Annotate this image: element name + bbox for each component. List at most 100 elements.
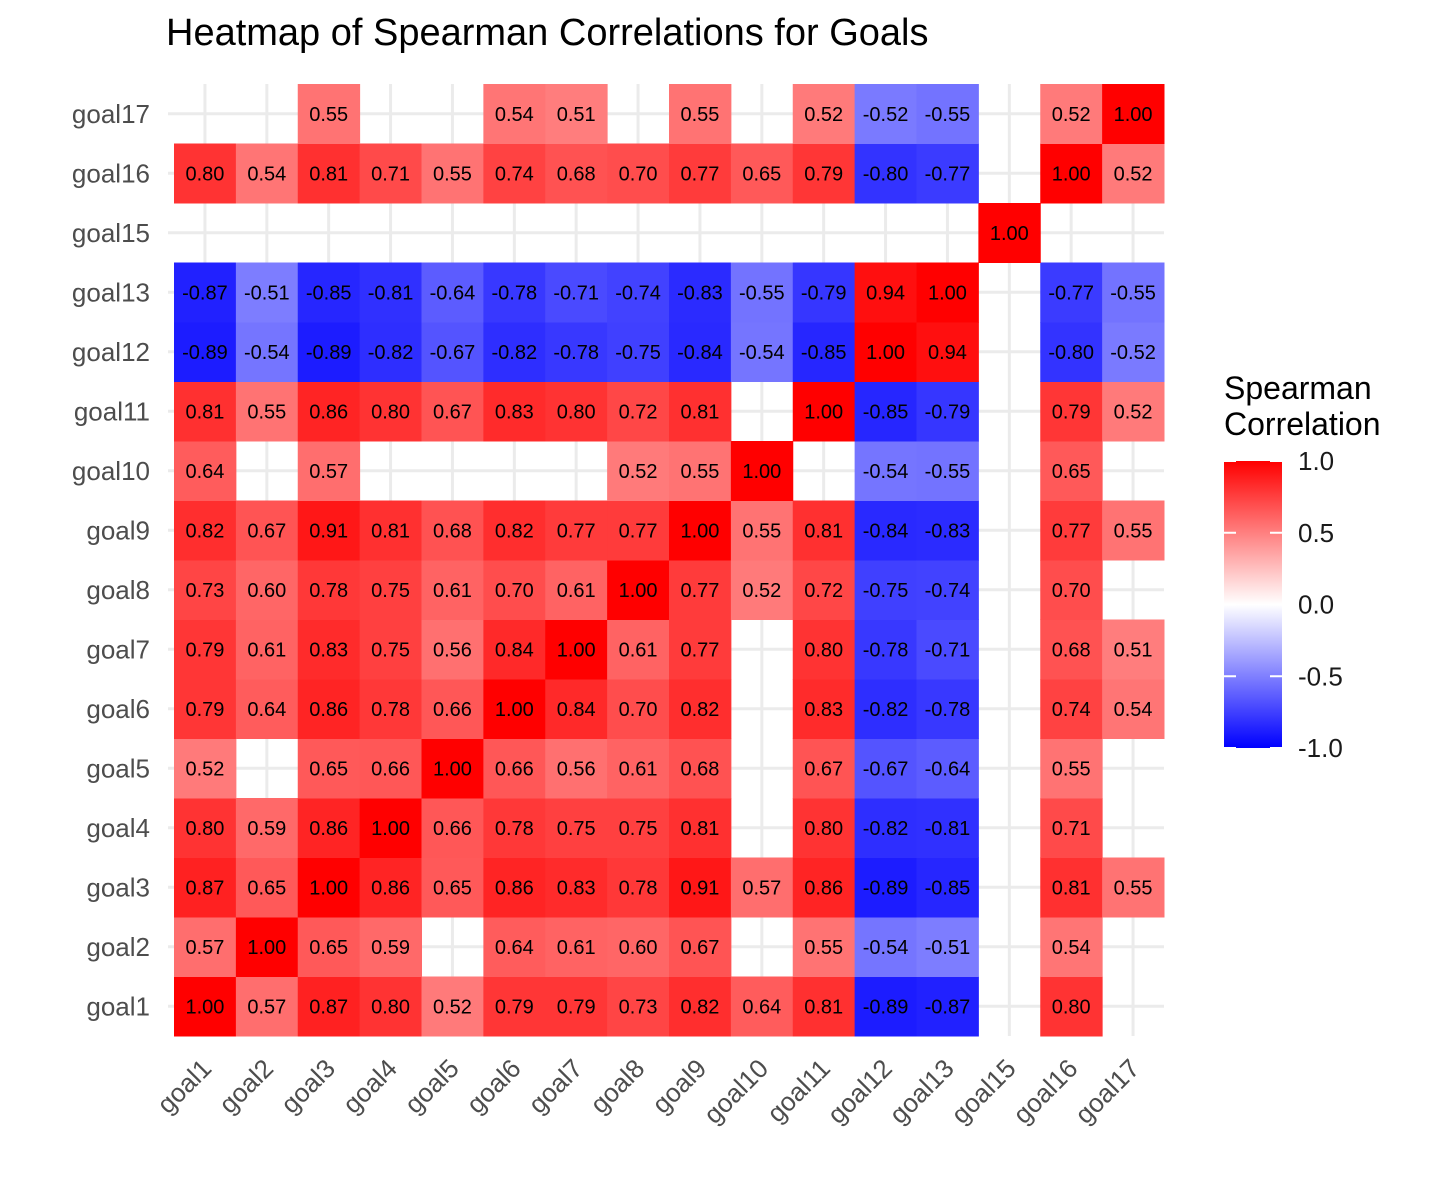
heatmap-cell bbox=[174, 798, 237, 858]
heatmap-cell bbox=[1040, 798, 1103, 858]
heatmap-cell bbox=[669, 798, 732, 858]
heatmap-cell bbox=[545, 798, 608, 858]
heatmap-cell bbox=[297, 798, 361, 858]
heatmap-cell bbox=[607, 441, 670, 501]
heatmap-cell bbox=[174, 262, 237, 323]
cell-value-label: 0.66 bbox=[495, 758, 534, 780]
heatmap-cell bbox=[297, 738, 361, 799]
y-axis-tick-label: goal5 bbox=[86, 753, 150, 783]
heatmap-cell bbox=[235, 322, 299, 382]
x-axis-tick-labels: goal1goal2goal3goal4goal5goal6goal7goal8… bbox=[151, 1053, 1145, 1129]
heatmap-cell bbox=[730, 857, 794, 918]
y-axis-tick-label: goal11 bbox=[74, 396, 150, 426]
y-axis-tick-label: goal4 bbox=[86, 813, 150, 843]
cell-value-label: 1.00 bbox=[433, 758, 472, 780]
heatmap-cell bbox=[978, 203, 1041, 263]
cell-value-label: -0.55 bbox=[739, 282, 785, 304]
heatmap-cell bbox=[607, 322, 670, 382]
cell-value-label: 0.86 bbox=[495, 877, 534, 899]
cell-value-label: -0.82 bbox=[863, 699, 909, 721]
heatmap-cell bbox=[916, 619, 979, 680]
cell-value-label: -0.89 bbox=[306, 342, 352, 364]
heatmap-cell bbox=[792, 381, 856, 442]
y-axis-tick-label: goal15 bbox=[72, 218, 150, 248]
heatmap-cell bbox=[792, 84, 856, 144]
heatmap-cell bbox=[421, 381, 484, 442]
cell-value-label: 1.00 bbox=[990, 223, 1029, 245]
cell-value-label: 0.75 bbox=[557, 818, 596, 840]
cell-value-label: 0.78 bbox=[371, 699, 410, 721]
cell-value-label: 0.77 bbox=[680, 163, 719, 185]
y-axis-tick-label: goal17 bbox=[72, 99, 150, 129]
heatmap-cell bbox=[483, 738, 546, 799]
cell-value-label: 0.81 bbox=[804, 520, 843, 542]
heatmap-cell bbox=[916, 441, 979, 501]
cell-value-label: 0.52 bbox=[742, 580, 781, 602]
heatmap-cell bbox=[235, 679, 299, 739]
cell-value-label: 0.83 bbox=[495, 401, 534, 423]
cell-value-label: 0.83 bbox=[557, 877, 596, 899]
cell-value-label: -0.79 bbox=[925, 401, 971, 423]
cell-value-label: -0.52 bbox=[863, 104, 909, 126]
cell-value-label: 0.57 bbox=[742, 877, 781, 899]
heatmap-cell bbox=[916, 84, 979, 144]
cell-value-label: -0.89 bbox=[863, 877, 909, 899]
heatmap-cell bbox=[607, 679, 670, 739]
cell-value-label: 0.51 bbox=[1114, 639, 1153, 661]
cell-value-label: 0.61 bbox=[619, 639, 658, 661]
heatmap-cell bbox=[235, 857, 299, 918]
heatmap-cell bbox=[916, 857, 979, 918]
y-axis-tick-label: goal1 bbox=[86, 991, 150, 1021]
cell-value-label: -0.83 bbox=[677, 282, 723, 304]
heatmap-cell bbox=[1040, 441, 1103, 501]
heatmap-cell bbox=[359, 857, 422, 918]
cell-value-label: 0.86 bbox=[309, 699, 348, 721]
heatmap-cell bbox=[483, 322, 546, 382]
heatmap-cell bbox=[174, 560, 237, 620]
heatmap-cell bbox=[421, 560, 484, 620]
cell-value-label: 0.52 bbox=[619, 461, 658, 483]
cell-value-label: -0.55 bbox=[1110, 282, 1156, 304]
cell-value-label: 1.00 bbox=[557, 639, 596, 661]
heatmap-cell bbox=[545, 738, 608, 799]
heatmap-cell bbox=[359, 976, 422, 1037]
heatmap-cell bbox=[854, 857, 917, 918]
cell-value-label: 0.75 bbox=[371, 639, 410, 661]
heatmap-cell bbox=[421, 262, 484, 323]
cell-value-label: -0.80 bbox=[1048, 342, 1094, 364]
heatmap-cell bbox=[359, 500, 422, 561]
heatmap-cell bbox=[545, 619, 608, 680]
cell-value-label: -0.54 bbox=[863, 937, 909, 959]
heatmap-cell bbox=[545, 679, 608, 739]
cell-value-label: 0.67 bbox=[680, 937, 719, 959]
heatmap-cell bbox=[174, 143, 237, 204]
heatmap-cell bbox=[297, 143, 361, 204]
heatmap-cell bbox=[174, 619, 237, 680]
heatmap-cell bbox=[1040, 500, 1103, 561]
legend-title-line-2: Correlation bbox=[1224, 406, 1381, 442]
cell-value-label: 0.57 bbox=[247, 996, 286, 1018]
cell-value-label: 0.74 bbox=[1052, 699, 1091, 721]
heatmap-cell bbox=[1102, 262, 1165, 323]
heatmap-cell bbox=[1040, 143, 1103, 204]
legend-title: Spearman Correlation bbox=[1224, 370, 1381, 442]
cell-value-label: -0.85 bbox=[306, 282, 352, 304]
heatmap-cell bbox=[297, 84, 361, 144]
cell-value-label: 0.61 bbox=[247, 639, 286, 661]
cell-value-label: 0.82 bbox=[495, 520, 534, 542]
heatmap-cell bbox=[854, 738, 917, 799]
x-axis-tick-label: goal12 bbox=[821, 1053, 897, 1129]
heatmap-cell bbox=[421, 679, 484, 739]
cell-value-label: 0.61 bbox=[619, 758, 658, 780]
cell-value-label: -0.84 bbox=[863, 520, 909, 542]
heatmap-cell bbox=[730, 262, 794, 323]
heatmap-cell bbox=[545, 262, 608, 323]
cell-value-label: -0.89 bbox=[182, 342, 228, 364]
heatmap-cell bbox=[359, 619, 422, 680]
heatmap-cell bbox=[359, 262, 422, 323]
cell-value-label: 0.91 bbox=[680, 877, 719, 899]
heatmap-cell bbox=[792, 560, 856, 620]
cell-value-label: 0.67 bbox=[247, 520, 286, 542]
heatmap-cell bbox=[854, 679, 917, 739]
chart-title: Heatmap of Spearman Correlations for Goa… bbox=[166, 12, 929, 54]
